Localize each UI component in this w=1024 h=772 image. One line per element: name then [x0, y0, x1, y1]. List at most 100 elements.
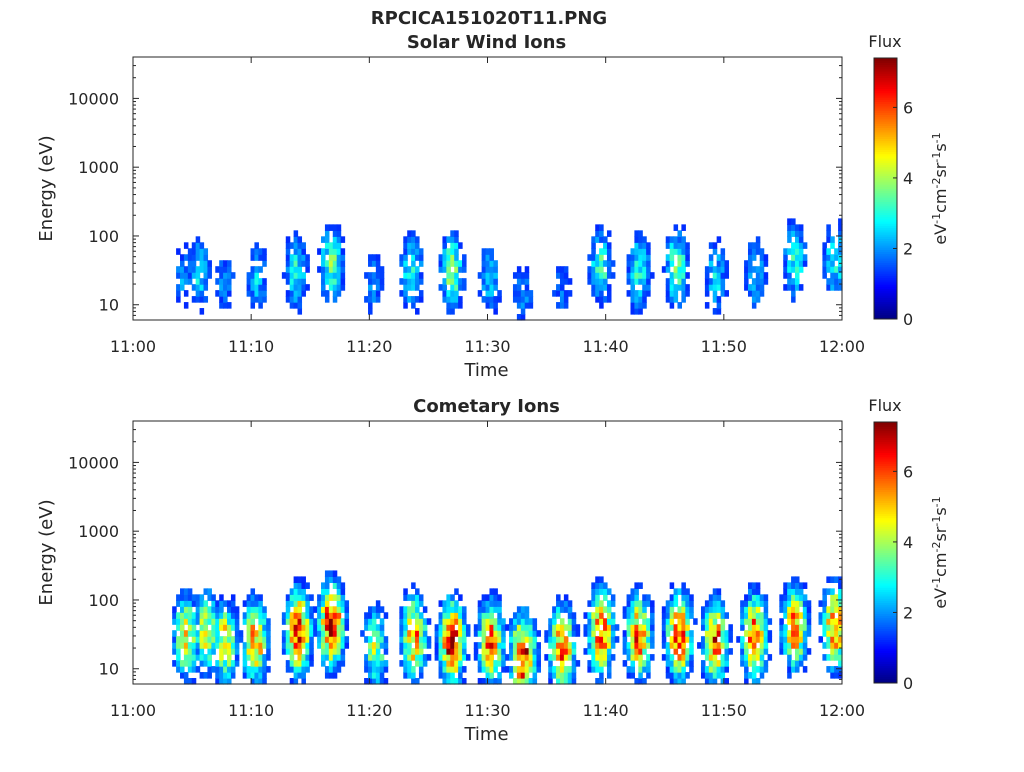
- flux-cell: [418, 636, 424, 643]
- flux-cell: [254, 594, 259, 601]
- flux-cell: [293, 284, 299, 291]
- flux-cell: [481, 642, 487, 649]
- flux-cell: [559, 296, 565, 303]
- flux-cell: [418, 260, 424, 267]
- flux-cell: [485, 284, 491, 291]
- flux-cell: [685, 630, 690, 637]
- colorbar-band: [874, 92, 897, 96]
- flux-cell: [246, 642, 252, 649]
- flux-cell: [246, 284, 252, 291]
- flux-cell: [520, 642, 526, 649]
- flux-cell: [223, 618, 228, 625]
- flux-cell: [595, 582, 600, 589]
- flux-cell: [250, 278, 256, 285]
- flux-cell: [532, 648, 538, 655]
- flux-cell: [650, 654, 655, 661]
- flux-cell: [595, 284, 600, 291]
- colorbar-band: [874, 116, 897, 120]
- flux-cell: [673, 266, 679, 273]
- flux-cell: [642, 630, 647, 637]
- flux-cell: [289, 660, 295, 667]
- flux-cell: [751, 672, 757, 679]
- flux-cell: [567, 654, 573, 661]
- flux-cell: [446, 290, 451, 297]
- flux-cell: [493, 600, 498, 607]
- flux-cell: [328, 224, 334, 231]
- flux-cell: [516, 278, 522, 285]
- colorbar-band: [874, 236, 897, 240]
- flux-cell: [191, 642, 197, 649]
- flux-cell: [199, 260, 205, 267]
- flux-cell: [524, 618, 530, 625]
- flux-cell: [747, 284, 753, 291]
- flux-cell: [379, 266, 385, 273]
- flux-cell: [822, 618, 827, 625]
- flux-cell: [599, 636, 604, 643]
- flux-cell: [403, 588, 408, 595]
- flux-cell: [191, 624, 197, 631]
- flux-cell: [763, 624, 769, 631]
- flux-cell: [759, 260, 765, 267]
- flux-cell: [454, 678, 459, 685]
- flux-cell: [630, 248, 635, 255]
- flux-cell: [336, 284, 342, 291]
- flux-cell: [556, 594, 561, 601]
- flux-cell: [779, 648, 784, 655]
- flux-cell: [215, 612, 220, 619]
- flux-cell: [520, 618, 526, 625]
- flux-cell: [446, 648, 451, 655]
- flux-cell: [783, 582, 788, 589]
- flux-cell: [685, 594, 690, 601]
- flux-cell: [485, 660, 491, 667]
- flux-cell: [215, 636, 220, 643]
- flux-cell: [293, 278, 299, 285]
- flux-cell: [520, 666, 526, 673]
- flux-cell: [438, 648, 444, 655]
- flux-cell: [340, 266, 346, 273]
- flux-cell: [642, 636, 647, 643]
- flux-cell: [199, 624, 205, 631]
- flux-cell: [195, 272, 201, 279]
- flux-cell: [344, 612, 350, 619]
- flux-cell: [489, 618, 494, 625]
- flux-cell: [747, 624, 753, 631]
- flux-cell: [305, 266, 310, 273]
- flux-cell: [708, 666, 714, 673]
- flux-cell: [289, 666, 295, 673]
- flux-cell: [747, 630, 753, 637]
- flux-cell: [826, 284, 831, 291]
- flux-cell: [223, 272, 228, 279]
- flux-cell: [375, 678, 381, 685]
- flux-cell: [383, 648, 389, 655]
- flux-cell: [548, 660, 553, 667]
- flux-cell: [313, 630, 318, 637]
- flux-cell: [254, 660, 259, 667]
- flux-cell: [254, 606, 259, 613]
- flux-cell: [462, 624, 467, 631]
- flux-cell: [622, 612, 628, 619]
- flux-cell: [512, 636, 518, 643]
- flux-cell: [442, 666, 447, 673]
- flux-cell: [262, 630, 267, 637]
- flux-cell: [544, 630, 549, 637]
- flux-cell: [587, 660, 592, 667]
- flux-cell: [536, 630, 541, 637]
- flux-cell: [834, 606, 839, 613]
- flux-cell: [317, 600, 322, 607]
- colorbar-band: [874, 94, 897, 98]
- flux-cell: [230, 612, 236, 619]
- flux-cell: [462, 254, 467, 261]
- flux-cell: [787, 272, 792, 279]
- flux-cell: [822, 260, 827, 267]
- flux-cell: [826, 654, 831, 661]
- flux-cell: [183, 648, 189, 655]
- flux-cell: [328, 570, 334, 578]
- flux-cell: [830, 600, 835, 607]
- colorbar-band: [874, 428, 897, 432]
- flux-cell: [826, 612, 831, 619]
- flux-cell: [458, 672, 463, 679]
- flux-cell: [223, 648, 228, 655]
- flux-cell: [689, 606, 694, 613]
- flux-cell: [489, 248, 494, 255]
- flux-cell: [681, 672, 686, 679]
